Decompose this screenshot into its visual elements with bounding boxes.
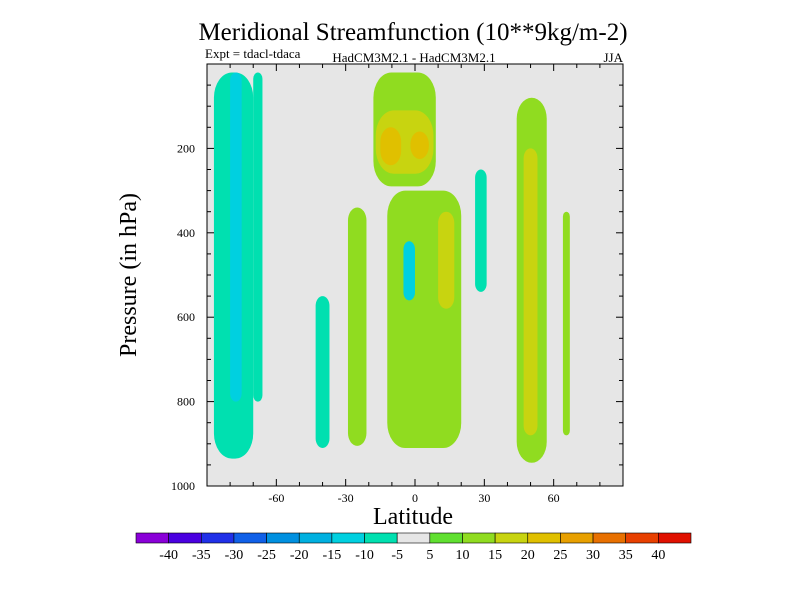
colorbar-tick-label: -40: [159, 548, 178, 563]
colorbar-swatch: [135, 532, 169, 544]
x-tick-label: -60: [268, 491, 284, 505]
colorbar-tick-label: 5: [426, 548, 433, 563]
y-tick-label: 800: [177, 395, 195, 409]
x-tick-label: -30: [338, 491, 354, 505]
x-axis-label: Latitude: [373, 504, 453, 530]
colorbar-swatch: [494, 532, 529, 544]
colorbar: -40 -35 -30 -25 -20 -15 -10 -5 5 10 15 20 25 30 35 40: [135, 532, 692, 563]
colorbar-swatch: [200, 532, 235, 544]
colorbar-tick-label: -10: [355, 548, 374, 563]
colorbar-swatch: [233, 532, 267, 544]
y-tick-label: 600: [177, 310, 195, 324]
colorbar-tick-label: 35: [619, 548, 633, 563]
colorbar-tick-label: 20: [521, 548, 535, 563]
colorbar-swatch: [331, 532, 365, 544]
contour-region-sh-narrow-negative-band: [253, 72, 263, 402]
colorbar-tick-label: -25: [257, 548, 276, 563]
colorbar-tick-label: -35: [192, 548, 211, 563]
y-tick-label: 1000: [171, 479, 195, 493]
x-tick-label: 60: [548, 491, 560, 505]
colorbar-swatch: [364, 532, 398, 544]
contour-region-nh-tropics-positive-core: [438, 211, 455, 309]
colorbar-swatch: [396, 532, 431, 544]
chart-title: Meridional Streamfunction (10**9kg/m-2): [198, 19, 627, 46]
colorbar-tick-label: -20: [290, 548, 309, 563]
contour-region-sh-tropics-positive: [347, 207, 367, 446]
experiment-label: Expt = tdacl-tdaca: [205, 46, 301, 61]
colorbar-tick-label: 10: [455, 548, 469, 563]
contour-region-sh-midlat-negative-core: [230, 72, 242, 402]
y-axis-label: Pressure (in hPa): [116, 193, 142, 357]
colorbar-tick-label: 25: [553, 548, 567, 563]
contour-region-equatorial-negative-core: [403, 241, 415, 301]
colorbar-swatch: [266, 532, 300, 544]
colorbar-swatch: [625, 532, 659, 544]
colorbar-swatch: [429, 532, 463, 544]
colorbar-swatch: [527, 532, 561, 544]
colorbar-swatch: [592, 532, 627, 544]
y-tick-label: 200: [177, 141, 195, 155]
colorbar-tick-label: -5: [391, 548, 403, 563]
model-label: HadCM3M2.1 - HadCM3M2.1: [332, 50, 495, 65]
y-tick-label: 400: [177, 226, 195, 240]
x-tick-label: 30: [478, 491, 490, 505]
colorbar-swatch: [298, 532, 333, 544]
contour-region-upper-tropics-core-west: [380, 127, 402, 166]
contour-region-nh-midlat-positive-core: [523, 148, 538, 436]
contour-region-nh-subtropics-negative: [475, 169, 487, 292]
colorbar-tick-label: 30: [586, 548, 600, 563]
contour-region-sh-subtropics-negative: [315, 296, 330, 449]
colorbar-swatch: [560, 532, 594, 544]
contour-region-upper-tropics-core-east: [410, 131, 429, 159]
colorbar-swatch: [462, 532, 496, 544]
colorbar-tick-label: 40: [651, 548, 665, 563]
colorbar-tick-label: -30: [225, 548, 244, 563]
contour-region-nh-midlat-positive-narrow: [562, 211, 570, 436]
colorbar-tick-label: -15: [323, 548, 342, 563]
season-label: JJA: [603, 50, 623, 65]
colorbar-tick-label: 15: [488, 548, 502, 563]
colorbar-swatch: [168, 532, 202, 544]
x-tick-label: 0: [412, 491, 418, 505]
colorbar-swatch: [658, 532, 692, 544]
